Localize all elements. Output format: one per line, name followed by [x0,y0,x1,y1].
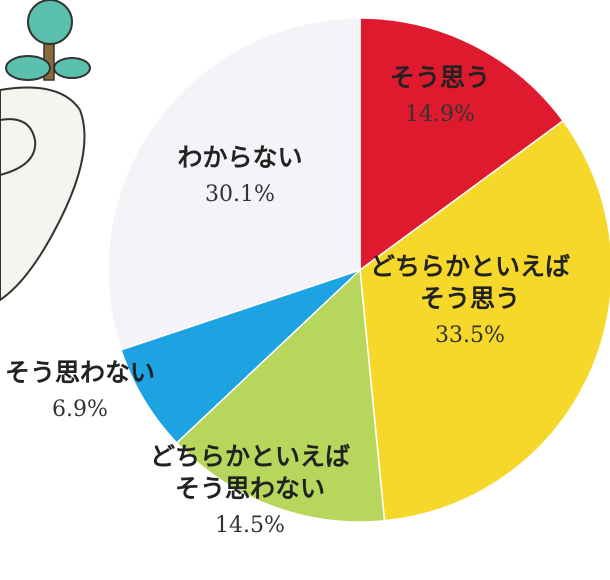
slice-label: そう思う [420,284,520,313]
pie-slice [107,17,361,351]
slice-label: そう思わない [175,474,325,503]
value-label: 33.5% [435,323,505,348]
slice-label: そう思う [390,63,490,92]
value-label: 14.5% [215,513,285,538]
pie-slice [120,269,361,444]
value-label: 14.9% [405,102,475,127]
pie-slice [175,268,386,523]
slice-label: どちらかといえば [370,252,570,281]
value-label: 30.1% [205,182,275,207]
slice-label: わからない [177,143,302,172]
value-label: 6.9% [52,397,108,422]
pie-slice [359,119,610,522]
slice-label: どちらかといえば [150,442,350,471]
slice-label: そう思わない [5,358,155,387]
illustration [0,0,91,302]
pie: そう思う14.9%どちらかといえばそう思う33.5%どちらかといえばそう思わない… [5,17,610,538]
pie-slice [359,17,565,272]
